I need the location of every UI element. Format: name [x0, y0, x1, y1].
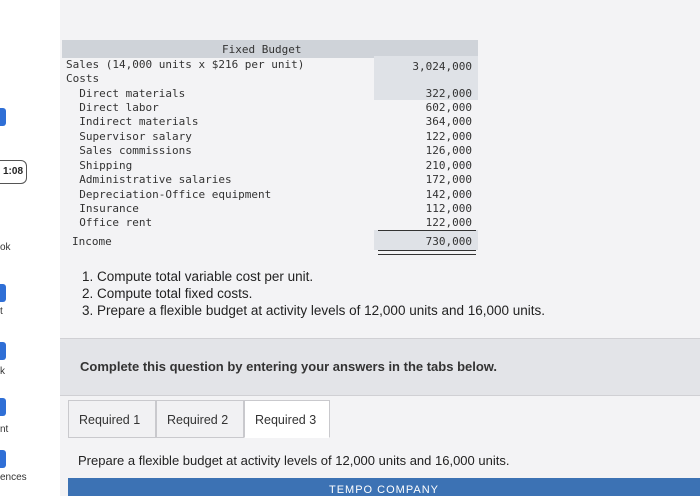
- sidebar-marker: [0, 108, 6, 126]
- tab-required-3[interactable]: Required 3: [244, 400, 330, 438]
- instructions-list: 1. Compute total variable cost per unit.…: [82, 268, 545, 319]
- instruction-item: 2. Compute total fixed costs.: [82, 286, 253, 301]
- budget-row-supervisor-salary: Supervisor salary 122,000: [62, 130, 478, 145]
- fixed-budget-table: Fixed Budget Sales (14,000 units x $216 …: [62, 40, 478, 255]
- budget-row-costs: Costs: [62, 72, 478, 87]
- budget-title: Fixed Budget: [222, 43, 302, 56]
- row-value: 602,000: [425, 101, 472, 114]
- row-value: 3,024,000: [412, 60, 472, 73]
- budget-header: [62, 40, 478, 58]
- complete-prompt: Complete this question by entering your …: [80, 359, 498, 374]
- company-header-bar: TEMPO COMPANY: [68, 478, 700, 496]
- sidebar-fragment-3[interactable]: k: [0, 366, 5, 377]
- sidebar-marker: [0, 450, 6, 468]
- sales-value-band: [374, 56, 478, 100]
- row-label: Costs: [66, 72, 100, 85]
- budget-row-sales-commissions: Sales commissions 126,000: [62, 144, 478, 159]
- budget-row-sales: Sales (14,000 units x $216 per unit) 3,0…: [62, 58, 478, 73]
- tab-required-1[interactable]: Required 1: [68, 400, 156, 438]
- budget-row-direct-labor: Direct labor 602,000: [62, 101, 478, 116]
- budget-row-office-rent: Office rent 122,000: [62, 216, 478, 231]
- row-value: 122,000: [425, 216, 472, 229]
- sidebar-fragment-5[interactable]: ences: [0, 472, 27, 483]
- row-value: 210,000: [425, 159, 472, 172]
- row-label: Direct materials: [66, 87, 186, 100]
- row-value: 122,000: [425, 130, 472, 143]
- left-sidebar: 1:08 ok t k nt ences: [0, 0, 61, 496]
- budget-row-direct-materials: Direct materials 322,000: [62, 87, 478, 102]
- instruction-item: 3. Prepare a flexible budget at activity…: [82, 303, 546, 318]
- sidebar-fragment-4[interactable]: nt: [0, 424, 9, 435]
- income-double-underline: [378, 250, 476, 255]
- row-label: Shipping: [66, 159, 133, 172]
- row-label: Office rent: [66, 216, 153, 229]
- sidebar-marker: [0, 284, 6, 302]
- budget-row-indirect-materials: Indirect materials 364,000: [62, 115, 478, 130]
- row-label: Administrative salaries: [66, 173, 232, 186]
- row-value: 730,000: [425, 235, 472, 248]
- budget-row-shipping: Shipping 210,000: [62, 159, 478, 174]
- instruction-item: 1. Compute total variable cost per unit.: [82, 269, 314, 284]
- row-label: Sales commissions: [66, 144, 192, 157]
- timer-badge[interactable]: 1:08: [0, 160, 27, 184]
- row-value: 112,000: [425, 202, 472, 215]
- complete-question-banner: Complete this question by entering your …: [60, 338, 700, 396]
- main-content: Fixed Budget Sales (14,000 units x $216 …: [60, 0, 700, 496]
- task-instruction: Prepare a flexible budget at activity le…: [78, 453, 510, 468]
- row-value: 142,000: [425, 188, 472, 201]
- sidebar-marker: [0, 398, 6, 416]
- row-label: Indirect materials: [66, 115, 199, 128]
- budget-row-depreciation: Depreciation-Office equipment 142,000: [62, 188, 478, 203]
- total-underline: [378, 230, 476, 231]
- row-label: Income: [72, 235, 112, 248]
- row-label: Insurance: [66, 202, 139, 215]
- budget-row-administrative-salaries: Administrative salaries 172,000: [62, 173, 478, 188]
- sidebar-fragment-1[interactable]: ok: [0, 242, 11, 253]
- row-value: 172,000: [425, 173, 472, 186]
- budget-row-insurance: Insurance 112,000: [62, 202, 478, 217]
- row-value: 322,000: [425, 87, 472, 100]
- row-label: Sales (14,000 units x $216 per unit): [66, 58, 305, 71]
- row-value: 364,000: [425, 115, 472, 128]
- income-value-band: [374, 230, 478, 250]
- budget-row-income: Income 730,000: [62, 235, 478, 250]
- sidebar-marker: [0, 342, 6, 360]
- row-value: 126,000: [425, 144, 472, 157]
- row-label: Depreciation-Office equipment: [66, 188, 272, 201]
- row-label: Direct labor: [66, 101, 159, 114]
- row-label: Supervisor salary: [66, 130, 192, 143]
- tab-required-2[interactable]: Required 2: [156, 400, 244, 438]
- sidebar-fragment-2[interactable]: t: [0, 306, 3, 317]
